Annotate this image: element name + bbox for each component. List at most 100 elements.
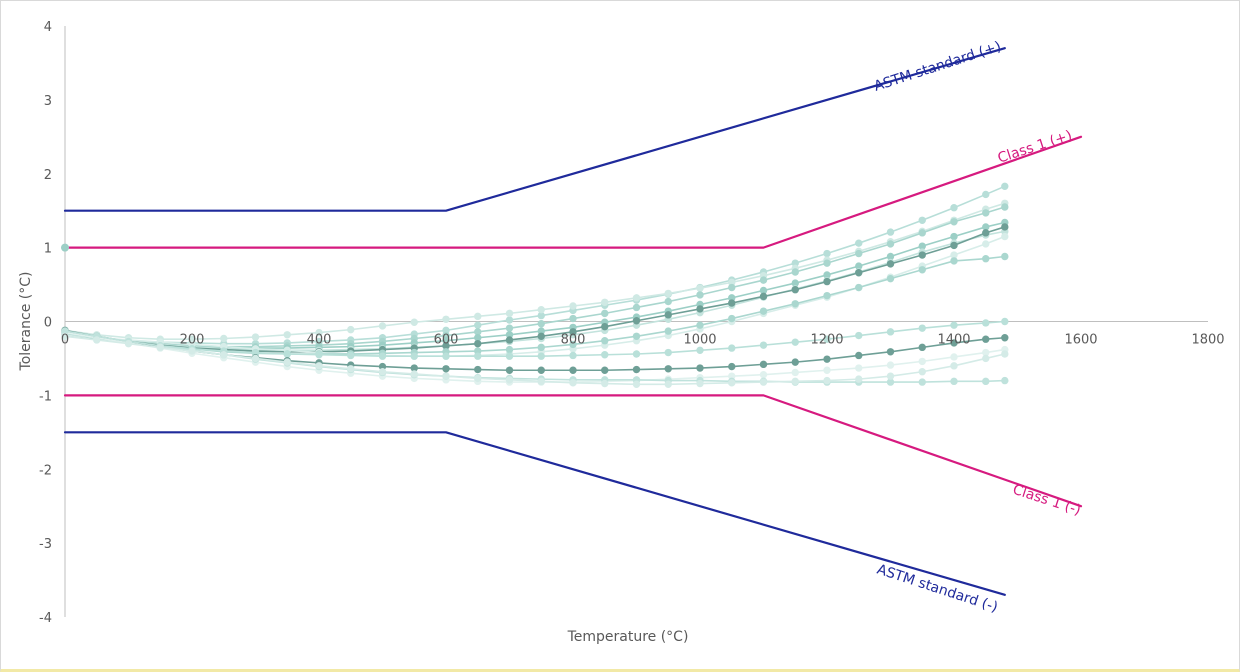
measured-point <box>759 276 768 284</box>
measured-point <box>93 336 101 344</box>
measured-point <box>664 327 672 335</box>
measured-point <box>759 286 768 295</box>
measured-point <box>950 241 958 250</box>
measured-point <box>505 316 514 324</box>
measured-point <box>315 362 323 370</box>
measured-point <box>728 344 736 352</box>
measured-point <box>537 332 545 340</box>
measured-point <box>982 229 990 237</box>
x-tick-label: 600 <box>434 333 459 348</box>
measured-point <box>791 377 799 386</box>
y-tick-label: -2 <box>39 463 52 478</box>
y-tick-label: -3 <box>39 537 52 552</box>
x-tick-label: 200 <box>180 333 205 348</box>
measured-point <box>410 352 418 360</box>
measured-point <box>791 300 799 308</box>
measured-point <box>950 257 958 265</box>
x-tick-label: 800 <box>561 333 586 348</box>
measured-point <box>759 360 768 369</box>
measured-point <box>378 368 387 376</box>
measured-point <box>855 249 863 258</box>
measured-point <box>1001 203 1009 211</box>
y-tick-label: 2 <box>44 168 52 183</box>
measured-point <box>537 352 545 360</box>
measured-point <box>728 379 736 387</box>
limit-line-label: Class 1 (-) <box>1011 482 1083 519</box>
x-tick-label: 1800 <box>1191 333 1224 348</box>
y-tick-label: 0 <box>44 316 52 331</box>
measured-point <box>251 348 260 357</box>
measured-point <box>156 343 164 352</box>
measured-point <box>474 321 482 329</box>
measured-point <box>855 239 863 247</box>
measured-point <box>632 317 641 325</box>
measured-point <box>188 347 196 355</box>
measured-point <box>1001 350 1009 358</box>
measured-point <box>442 326 450 335</box>
measured-point <box>251 333 260 341</box>
measured-point <box>823 291 831 300</box>
measured-point <box>283 331 291 339</box>
measured-point <box>759 370 768 379</box>
measured-point <box>728 362 736 371</box>
measured-point <box>728 278 736 287</box>
measured-point <box>950 204 958 212</box>
measured-point <box>601 379 609 388</box>
measured-point <box>950 353 958 361</box>
measured-point <box>982 348 990 357</box>
measured-point <box>442 337 450 345</box>
measured-point <box>505 324 514 332</box>
measured-point <box>823 355 831 363</box>
measured-point <box>823 376 831 385</box>
measured-point <box>632 380 641 388</box>
measured-point <box>505 336 514 344</box>
measured-point <box>791 368 799 377</box>
measured-point <box>474 334 482 342</box>
measured-point <box>537 343 545 352</box>
measured-point <box>918 251 926 259</box>
measured-point <box>728 294 736 302</box>
measured-point <box>950 362 958 370</box>
measured-point <box>728 314 736 323</box>
measured-point <box>442 372 450 380</box>
measured-point <box>791 268 799 276</box>
y-tick-label: -1 <box>39 389 52 404</box>
measured-point <box>537 377 545 386</box>
limit-line <box>63 394 1083 508</box>
x-axis-title: Temperature (°C) <box>567 629 689 645</box>
measured-point <box>918 343 926 352</box>
y-tick-label: 3 <box>44 94 52 109</box>
measured-point <box>601 351 609 359</box>
measured-point <box>950 251 958 259</box>
measured-point <box>347 365 355 373</box>
y-tick-label: 1 <box>44 242 52 257</box>
measured-point <box>855 351 863 360</box>
measured-point <box>982 335 990 343</box>
y-tick-label: 4 <box>44 20 52 35</box>
measured-point <box>696 379 704 388</box>
measured-point <box>474 347 482 355</box>
measured-point <box>855 283 863 292</box>
measured-point <box>569 314 577 323</box>
measured-point <box>1001 232 1009 241</box>
measured-point <box>664 348 672 357</box>
measured-point <box>1001 334 1009 342</box>
measured-point <box>220 334 228 343</box>
measured-point <box>982 377 990 386</box>
limit-line-label: Class 1 (+) <box>996 128 1074 167</box>
measured-point <box>791 279 799 287</box>
measured-point <box>410 370 418 378</box>
x-tick-label: 400 <box>307 333 332 348</box>
measured-point <box>664 365 672 373</box>
measured-point <box>982 190 990 199</box>
measured-point <box>918 266 926 274</box>
measured-point <box>918 378 926 386</box>
x-tick-label: 1400 <box>937 333 970 348</box>
measured-point <box>791 358 799 366</box>
measured-point <box>442 352 450 360</box>
measured-point <box>823 259 831 267</box>
measured-point <box>505 352 514 360</box>
measured-point <box>982 319 990 327</box>
measured-point <box>1001 376 1009 385</box>
measured-point <box>505 376 514 384</box>
